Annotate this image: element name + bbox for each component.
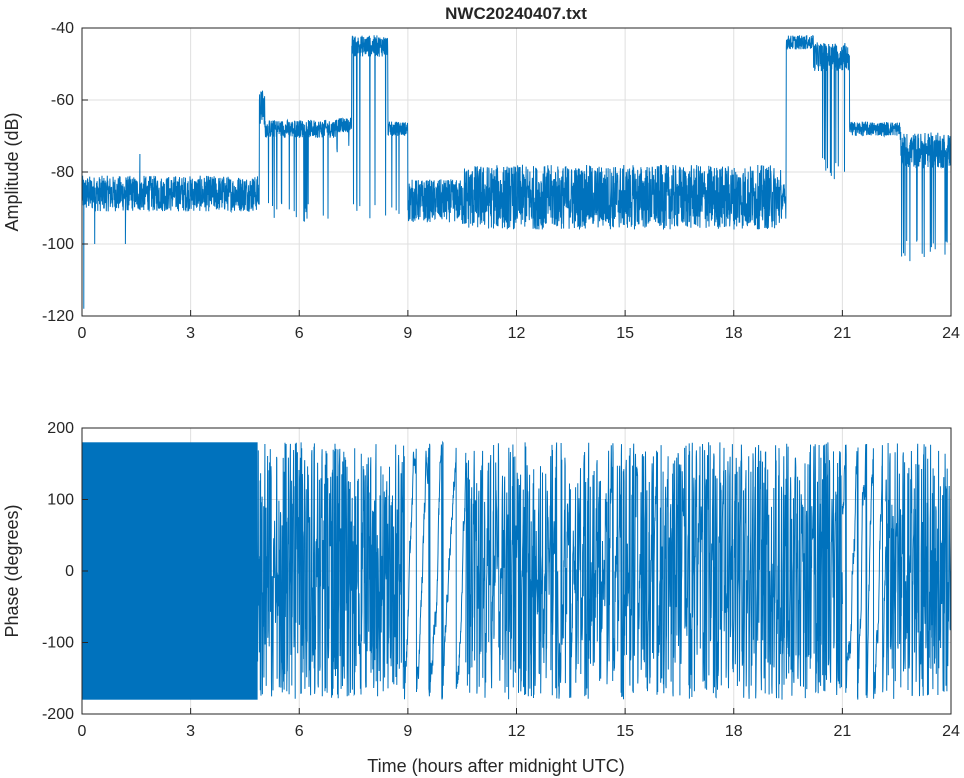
x-tick-label: 0 [78, 723, 87, 740]
y-tick-label: -120 [42, 308, 74, 325]
y-tick-label: -60 [51, 92, 74, 109]
x-tick-label: 12 [508, 325, 526, 342]
phase-x-ticks: 0 3 6 9 12 15 18 21 24 [78, 708, 960, 740]
amplitude-line [81, 35, 952, 309]
x-tick-label: 21 [833, 723, 851, 740]
phase-panel: 0 3 6 9 12 15 18 21 24 200 100 0 -100 -200 Time (hou… [2, 420, 960, 776]
x-tick-label: 3 [186, 723, 195, 740]
x-tick-label: 18 [725, 325, 743, 342]
x-tick-label: 6 [295, 325, 304, 342]
x-tick-label: 0 [78, 325, 87, 342]
amplitude-panel: 0 3 6 9 12 15 18 21 24 -40 -60 -80 -100 -120 NWC2024… [2, 4, 960, 342]
y-tick-label: -40 [51, 20, 74, 37]
x-tick-label: 24 [942, 325, 960, 342]
x-tick-label: 18 [725, 723, 743, 740]
phase-y-ticks: 200 100 0 -100 -200 [42, 420, 88, 723]
amplitude-y-label: Amplitude (dB) [2, 112, 22, 231]
x-tick-label: 12 [508, 723, 526, 740]
amplitude-x-ticks: 0 3 6 9 12 15 18 21 24 [78, 310, 960, 342]
phase-dense-band [82, 442, 258, 700]
x-tick-label: 15 [616, 723, 634, 740]
amplitude-y-ticks: -40 -60 -80 -100 -120 [42, 20, 88, 325]
x-tick-label: 15 [616, 325, 634, 342]
y-tick-label: -80 [51, 164, 74, 181]
y-tick-label: 0 [65, 563, 74, 580]
x-tick-label: 9 [403, 723, 412, 740]
y-tick-label: 200 [47, 420, 74, 437]
x-tick-label: 3 [186, 325, 195, 342]
x-axis-label: Time (hours after midnight UTC) [367, 756, 624, 776]
x-tick-label: 6 [295, 723, 304, 740]
phase-line [257, 440, 952, 700]
phase-y-label: Phase (degrees) [2, 504, 22, 637]
x-tick-label: 21 [833, 325, 851, 342]
chart-title: NWC20240407.txt [445, 4, 587, 23]
x-tick-label: 9 [403, 325, 412, 342]
amplitude-series [81, 35, 952, 309]
y-tick-label: -100 [42, 236, 74, 253]
y-tick-label: -100 [42, 635, 74, 652]
y-tick-label: -200 [42, 706, 74, 723]
y-tick-label: 100 [47, 492, 74, 509]
phase-series [82, 440, 952, 700]
x-tick-label: 24 [942, 723, 960, 740]
